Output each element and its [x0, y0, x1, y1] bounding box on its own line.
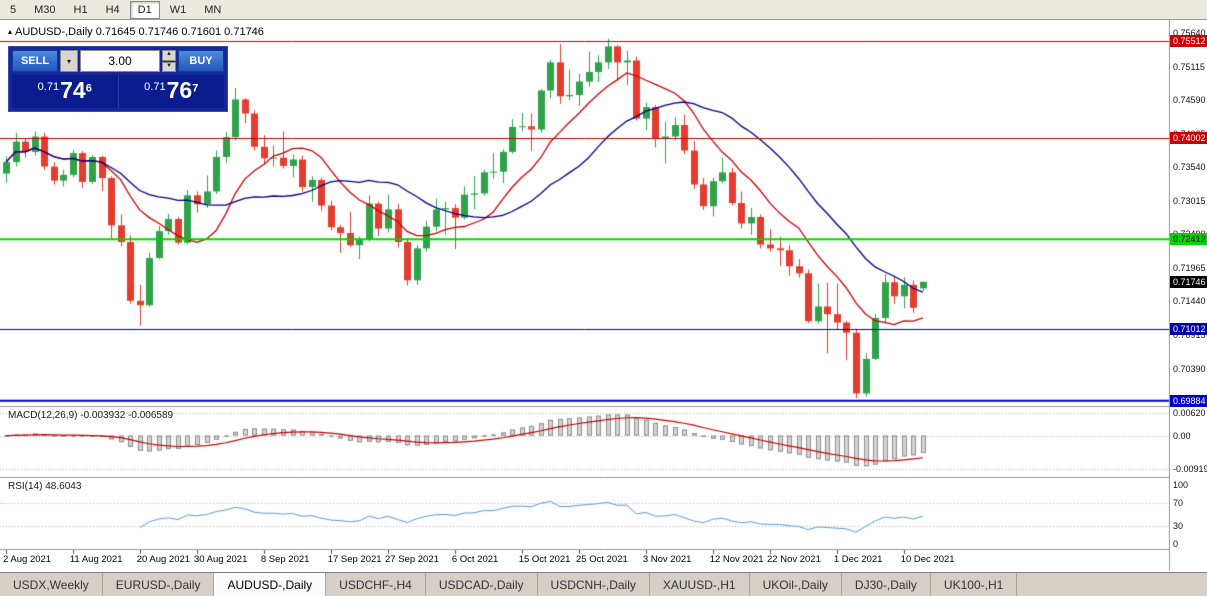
macd-axis-label: -0.00919 [1173, 464, 1207, 474]
price-axis-tick-label: 0.75115 [1173, 61, 1205, 72]
chart-tab-dj30-daily[interactable]: DJ30-,Daily [842, 573, 931, 596]
timeframe-button-w1[interactable]: W1 [169, 3, 187, 16]
sell-price-display[interactable]: 0.71746 [12, 75, 119, 108]
volume-input[interactable] [80, 50, 160, 72]
macd-values: -0.003932 -0.006589 [80, 410, 174, 421]
timeframe-toolbar: 5 M30 H1 H4 D1 W1 MN [0, 0, 1207, 20]
hline-price-label: 0.74002 [1170, 131, 1207, 144]
hline-price-label: 0.69884 [1170, 394, 1207, 407]
timeframe-button-5[interactable]: 5 [10, 3, 17, 16]
chart-tab-usdx-weekly[interactable]: USDX,Weekly [0, 573, 103, 596]
buy-button[interactable]: BUY [178, 50, 224, 72]
rsi-axis-label: 30 [1173, 521, 1184, 532]
chart-tab-xauusd-h1[interactable]: XAUUSD-,H1 [650, 573, 750, 596]
chart-marker-icon: ▴ [8, 27, 13, 36]
one-click-trading-panel: SELL ▾ ▲ ▼ BUY 0.71746 0.71767 [8, 46, 228, 112]
chart-title: ▴ AUDUSD-,Daily 0.71645 0.71746 0.71601 0… [8, 26, 264, 38]
sell-price-main: 74 [60, 77, 86, 103]
date-axis-label: 12 Nov 2021 [709, 554, 764, 565]
rsi-value: 48.6043 [45, 481, 82, 492]
buy-price-display[interactable]: 0.71767 [119, 75, 225, 108]
volume-increase-button[interactable]: ▲ [162, 50, 176, 61]
price-axis-tick-label: 0.73015 [1173, 195, 1206, 206]
date-axis-label: 8 Sep 2021 [260, 554, 310, 565]
macd-name: MACD(12,26,9) [8, 410, 78, 421]
price-axis-tick-label: 0.75640 [1173, 28, 1206, 38]
chart-tab-usdcnh-daily[interactable]: USDCNH-,Daily [538, 573, 650, 596]
chart-tab-usdcad-daily[interactable]: USDCAD-,Daily [426, 573, 538, 596]
date-axis[interactable]: 2 Aug 2021 11 Aug 2021 20 Aug 2021 30 Aug 2… [0, 550, 1169, 571]
sell-price-prefix: 0.71 [37, 81, 60, 93]
current-price-label: 0.71746 [1170, 275, 1207, 288]
trade-panel-prices: 0.71746 0.71767 [12, 75, 224, 108]
macd-axis-label: 0.00620 [1173, 408, 1206, 418]
rsi-axis-label: 0 [1173, 539, 1179, 549]
date-axis-label: 15 Oct 2021 [518, 554, 571, 565]
price-axis-tick-label: 0.74590 [1173, 95, 1206, 106]
buy-price-pip: 7 [192, 82, 199, 95]
hline-price-label: 0.72412 [1170, 233, 1207, 246]
chart-tab-audusd-daily[interactable]: AUDUSD-,Daily [214, 573, 327, 596]
chart-tab-eurusd-daily[interactable]: EURUSD-,Daily [103, 573, 215, 596]
rsi-axis-label: 100 [1173, 480, 1189, 490]
date-axis-label: 10 Dec 2021 [900, 554, 955, 565]
date-axis-label: 22 Nov 2021 [767, 554, 821, 565]
date-axis-label: 27 Sep 2021 [385, 554, 439, 565]
price-axis[interactable]: 0.756400.751150.745900.740650.735400.730… [1170, 20, 1207, 551]
price-axis-tick-label: 0.71440 [1173, 296, 1206, 307]
timeframe-button-h4[interactable]: H4 [105, 3, 120, 16]
price-axis-tick-label: 0.73540 [1173, 162, 1206, 173]
date-axis-label: 6 Oct 2021 [451, 554, 499, 565]
sell-button[interactable]: SELL [12, 50, 58, 72]
chevron-down-icon: ▾ [66, 56, 71, 66]
date-axis-label: 25 Oct 2021 [576, 554, 628, 565]
date-axis-label: 11 Aug 2021 [69, 554, 123, 565]
price-axis-tick-label: 0.71965 [1173, 262, 1206, 273]
rsi-name: RSI(14) [8, 481, 43, 492]
timeframe-button-mn[interactable]: MN [204, 3, 222, 16]
date-axis-label: 17 Sep 2021 [327, 554, 382, 565]
timeframe-button-h1[interactable]: H1 [73, 3, 88, 16]
chart-ohlc-values: 0.71645 0.71746 0.71601 0.71746 [95, 26, 264, 38]
rsi-axis-label: 70 [1173, 497, 1184, 508]
chart-tab-usdchf-h4[interactable]: USDCHF-,H4 [326, 573, 426, 596]
timeframe-button-m30[interactable]: M30 [34, 3, 56, 16]
date-axis-label: 3 Nov 2021 [642, 554, 692, 565]
chart-tab-bar: USDX,Weekly EURUSD-,Daily AUDUSD-,Daily USD… [0, 572, 1207, 596]
hline-price-label: 0.71012 [1170, 322, 1207, 335]
buy-price-main: 76 [166, 77, 193, 103]
volume-decrease-button[interactable]: ▼ [162, 61, 176, 72]
date-axis-label: 2 Aug 2021 [3, 554, 52, 565]
rsi-indicator-label: RSI(14) 48.6043 [8, 481, 81, 492]
date-axis-label: 30 Aug 2021 [194, 554, 248, 565]
volume-stepper: ▲ ▼ [162, 50, 176, 72]
date-axis-label: 20 Aug 2021 [136, 554, 191, 565]
price-axis-tick-label: 0.70915 [1173, 329, 1206, 340]
hline-price-label: 0.75512 [1170, 35, 1207, 48]
sell-price-pip: 6 [85, 82, 92, 95]
trade-panel-controls: SELL ▾ ▲ ▼ BUY [12, 50, 224, 72]
chart-tab-uk100-h1[interactable]: UK100-,H1 [931, 573, 1018, 596]
macd-axis-label: 0.00 [1173, 430, 1191, 441]
chart-symbol-label: AUDUSD-,Daily [15, 26, 93, 38]
macd-indicator-label: MACD(12,26,9) -0.003932 -0.006589 [8, 410, 173, 421]
chart-tab-ukoil-daily[interactable]: UKOil-,Daily [750, 573, 842, 596]
buy-price-prefix: 0.71 [144, 81, 166, 93]
timeframe-button-d1[interactable]: D1 [129, 0, 160, 19]
date-axis-label: 1 Dec 2021 [833, 554, 883, 565]
price-axis-tick-label: 0.70390 [1173, 363, 1206, 374]
volume-preset-dropdown[interactable]: ▾ [60, 50, 78, 72]
